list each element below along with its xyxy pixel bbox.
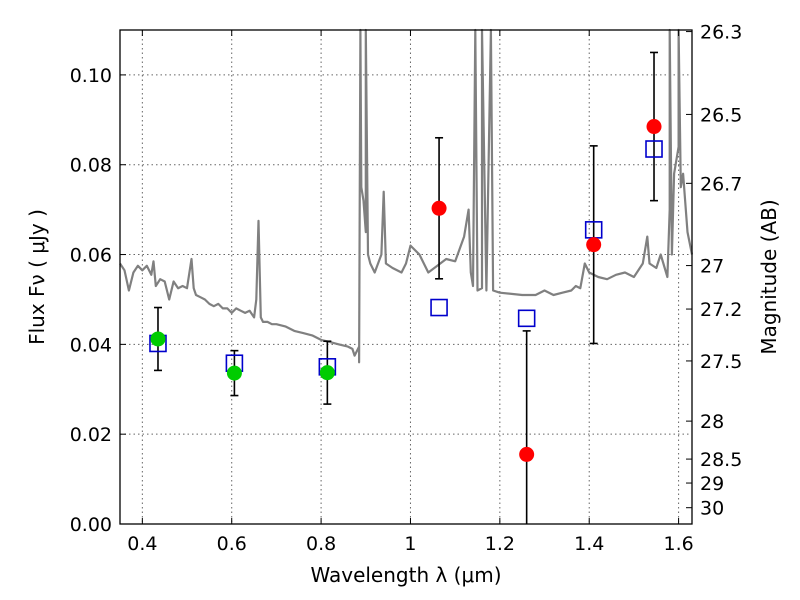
- y2-tick-label: 30: [700, 498, 724, 520]
- plot-frame: [119, 29, 693, 525]
- y-tick-label: 0.04: [70, 334, 112, 356]
- x-tick-label: 1.4: [574, 533, 604, 555]
- y2-tick-label: 27.5: [700, 351, 742, 373]
- y2-tick-label: 28: [700, 411, 724, 433]
- spectrum-line: [119, 28, 694, 364]
- y2-tick-label: 27.2: [700, 299, 742, 321]
- x-tick-label: 1.6: [663, 533, 693, 555]
- x-tick-label: 0.8: [306, 533, 336, 555]
- y-tick-label: 0.10: [70, 65, 112, 87]
- x-tick-label: 1.2: [485, 533, 515, 555]
- observed-flux-point: [319, 365, 335, 381]
- model-square-point: [430, 298, 448, 317]
- x-tick-label: 1: [404, 533, 416, 555]
- y-axis-label: Flux Fν ( μJy ): [25, 209, 49, 345]
- grid: [120, 30, 692, 524]
- y2-tick-label: 26.7: [700, 173, 742, 195]
- observed-flux-point: [226, 365, 242, 381]
- observed-flux-point: [431, 200, 447, 216]
- model-square-point: [517, 309, 536, 328]
- error-bars: [153, 51, 659, 524]
- axis-ticks: 0.4 0.6 0.8 1 1.2 1.4 1.6 0.00 0.02 0.04 0.06 0.08 0…: [70, 22, 743, 555]
- observed-flux-point: [586, 237, 602, 253]
- x-tick-label: 0.4: [127, 533, 157, 555]
- observed-flux-point: [646, 119, 662, 135]
- y2-tick-label: 26.3: [700, 22, 742, 44]
- y2-tick-label: 26.5: [700, 104, 742, 126]
- y-tick-label: 0.08: [70, 155, 112, 177]
- model-square-point: [645, 140, 663, 158]
- x-tick-label: 0.6: [217, 533, 247, 555]
- y2-axis-label: Magnitude (AB): [757, 199, 781, 354]
- y2-tick-label: 28.5: [700, 449, 742, 471]
- y-tick-label: 0.02: [70, 424, 112, 446]
- observed-flux-point: [150, 331, 166, 347]
- x-axis-label: Wavelength λ (μm): [310, 563, 501, 587]
- y2-tick-label: 29: [700, 473, 724, 495]
- model-spectrum: [119, 28, 694, 364]
- y-tick-label: 0.06: [70, 245, 112, 267]
- y2-tick-label: 27: [700, 256, 724, 278]
- y-tick-label: 0.00: [70, 514, 112, 536]
- data-points: [149, 119, 663, 462]
- observed-flux-point: [519, 446, 535, 462]
